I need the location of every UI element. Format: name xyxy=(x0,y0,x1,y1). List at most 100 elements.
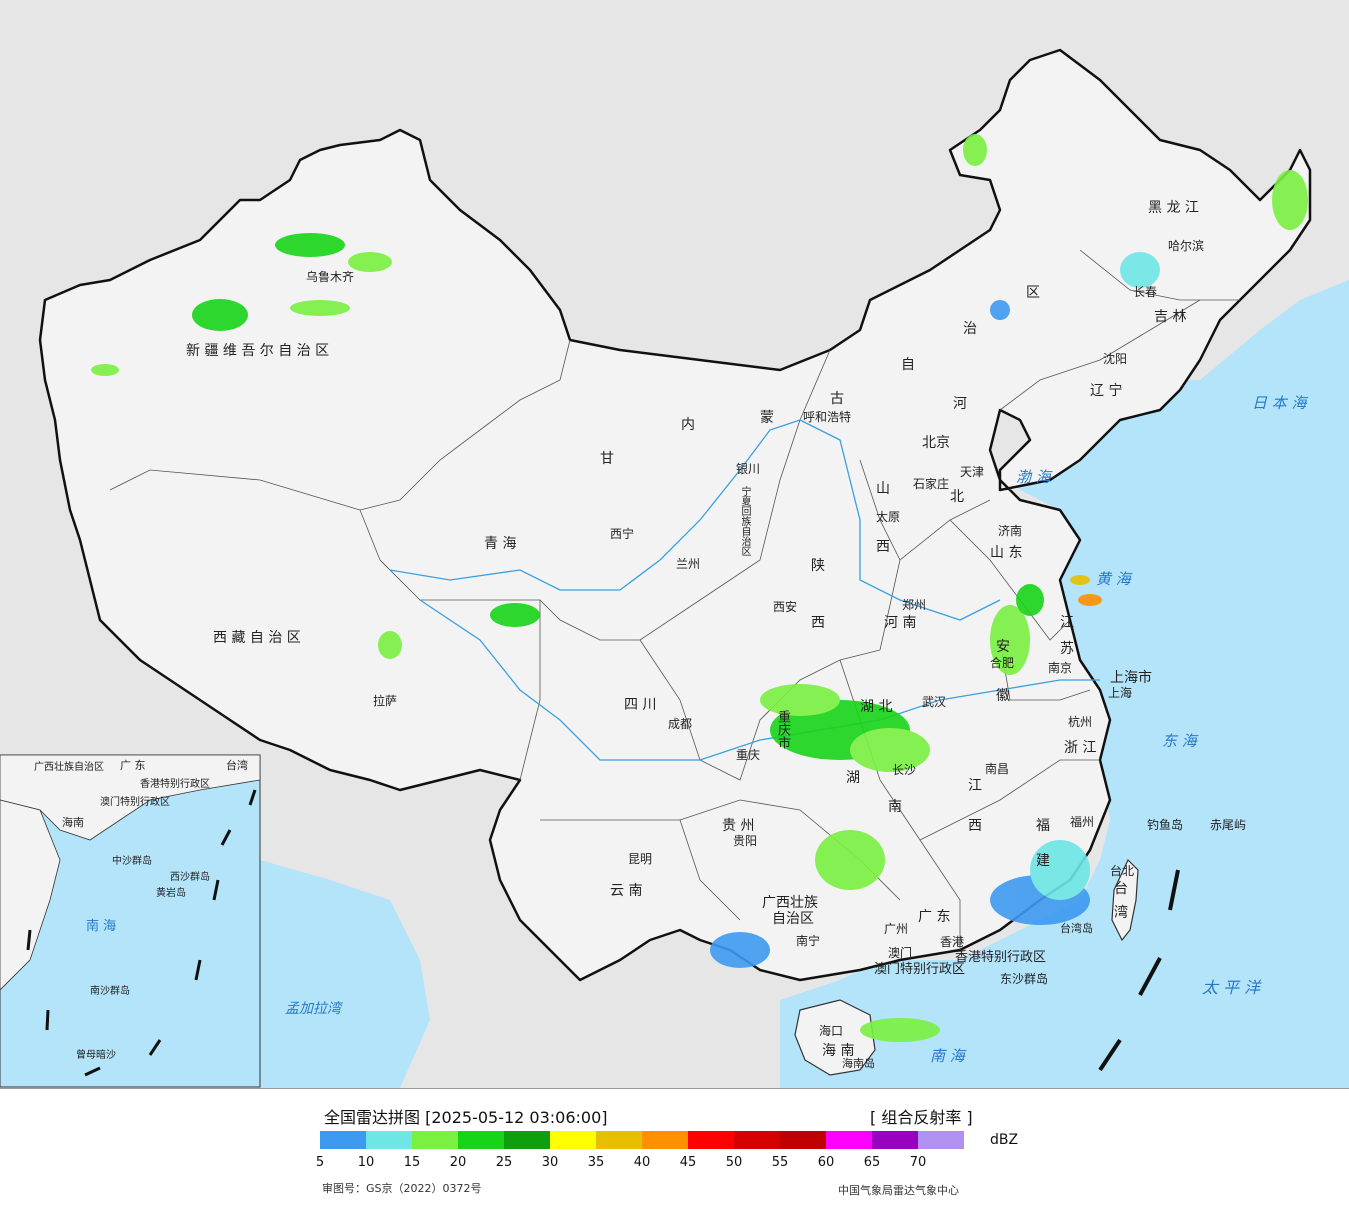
color-bar-tick: 65 xyxy=(863,1155,881,1170)
region-label-guangxi-1: 广西壮族 xyxy=(762,895,818,911)
city-label-jinan: 济南 xyxy=(998,524,1023,538)
region-label-taiwan-2: 湾 xyxy=(1114,905,1128,921)
radar-echoes xyxy=(50,134,1308,1042)
region-label-shaanxi-2: 西 xyxy=(811,615,825,631)
region-label-neimeng-3: 古 xyxy=(830,391,844,407)
nine-dash-line xyxy=(26,789,257,1077)
city-label-xining: 西宁 xyxy=(610,527,635,541)
region-label-liaoning: 辽 宁 xyxy=(1090,383,1123,399)
sea-label-bengal: 孟加拉湾 xyxy=(285,1001,341,1017)
city-label-guiyang: 贵阳 xyxy=(733,834,758,848)
color-bar-tick: 25 xyxy=(495,1155,513,1170)
city-label-hangzhou: 杭州 xyxy=(1068,715,1093,729)
region-label-gansu: 甘 xyxy=(600,451,614,467)
color-bar-segment xyxy=(596,1131,642,1149)
region-label-qinghai: 青 海 xyxy=(484,536,517,552)
region-label-neimeng-2: 蒙 xyxy=(760,410,774,426)
color-bar-tick: 5 xyxy=(315,1155,325,1170)
region-label-zhejiang: 浙 江 xyxy=(1064,740,1097,756)
region-label-jiangxi-1: 江 xyxy=(968,778,982,794)
inset-label-huangyan: 黄岩岛 xyxy=(156,888,186,899)
sea-label-japan: 日 本 海 xyxy=(1252,394,1307,412)
color-bar-segment xyxy=(412,1131,458,1149)
color-bar-segment xyxy=(872,1131,918,1149)
city-label-wuhan: 武汉 xyxy=(922,695,947,709)
color-bar-segment xyxy=(504,1131,550,1149)
region-label-jiangxi-2: 西 xyxy=(968,818,982,834)
island-label-diaoyu: 钓鱼岛 xyxy=(1147,818,1184,832)
region-label-guangdong: 广 东 xyxy=(918,909,951,925)
region-label-sichuan: 四 川 xyxy=(624,697,657,713)
region-label-hunan-1: 湖 xyxy=(846,770,860,786)
region-label-hk: 香港特别行政区 xyxy=(955,950,1047,965)
city-label-changchun: 长春 xyxy=(1133,285,1158,299)
color-bar-segment xyxy=(780,1131,826,1149)
region-label-xizang: 西 藏 自 治 区 xyxy=(213,630,301,646)
region-label-jiangsu-2: 苏 xyxy=(1060,641,1074,657)
region-label-xinjiang: 新 疆 维 吾 尔 自 治 区 xyxy=(186,343,330,359)
city-label-lhasa: 拉萨 xyxy=(373,694,398,708)
product-label: [ 组合反射率 ] xyxy=(870,1108,973,1127)
city-label-shanghai-city: 上海 xyxy=(1108,686,1133,700)
region-label-guizhou: 贵 州 xyxy=(722,818,755,834)
color-bar-segment xyxy=(688,1131,734,1149)
bay-of-bengal xyxy=(260,860,430,1088)
region-label-yunnan: 云 南 xyxy=(610,883,643,899)
region-label-shaanxi-1: 陕 xyxy=(811,558,825,574)
inset-label-macau: 澳门特别行政区 xyxy=(100,797,170,808)
city-label-hefei: 合肥 xyxy=(990,656,1015,670)
color-bar-segment xyxy=(366,1131,412,1149)
inset-label-zengmu: 曾母暗沙 xyxy=(76,1050,116,1061)
hainan-island xyxy=(794,999,876,1076)
color-bar-tick: 30 xyxy=(541,1155,559,1170)
inset-label-nansha: 南沙群岛 xyxy=(90,986,130,997)
color-bar-tick: 10 xyxy=(357,1155,375,1170)
inset-label-hainan: 海南 xyxy=(62,816,84,829)
region-label-ningxia: 宁夏回族自治区 xyxy=(739,486,750,556)
rivers xyxy=(389,419,1100,761)
city-label-hohhot: 呼和浩特 xyxy=(803,410,852,424)
city-label-kunming: 昆明 xyxy=(628,852,653,866)
island-label-taiwan: 台湾岛 xyxy=(1060,922,1093,935)
island-label-dongsha: 东沙群岛 xyxy=(1000,972,1049,986)
city-label-guangzhou: 广州 xyxy=(884,922,909,936)
city-label-tianjin: 天津 xyxy=(960,465,985,479)
city-label-shenyang: 沈阳 xyxy=(1103,352,1128,366)
unit-label: dBZ xyxy=(990,1132,1019,1148)
region-label-chongqing: 重庆市 xyxy=(775,710,790,749)
color-bar-tick: 20 xyxy=(449,1155,467,1170)
color-bar-tick: 15 xyxy=(403,1155,421,1170)
region-label-guangxi-2: 自治区 xyxy=(772,911,814,927)
city-label-shijiazhuang: 石家庄 xyxy=(913,477,950,491)
region-label-hebei-1: 河 xyxy=(953,396,967,412)
sea-label-east: 东 海 xyxy=(1162,732,1197,750)
region-label-neimeng-6: 区 xyxy=(1026,285,1040,301)
island-label-chiwei: 赤尾屿 xyxy=(1210,818,1247,832)
region-label-neimeng-4: 自 xyxy=(901,357,915,373)
sea-label-yellow: 黄 海 xyxy=(1096,570,1131,588)
city-label-harbin: 哈尔滨 xyxy=(1168,239,1205,253)
color-bar-tick: 45 xyxy=(679,1155,697,1170)
city-label-yinchuan: 银川 xyxy=(736,462,761,476)
city-label-chengdu: 成都 xyxy=(668,717,693,731)
color-bar-tick: 70 xyxy=(909,1155,927,1170)
sea-area xyxy=(780,280,1349,1088)
color-bar-ticks: 5 10 15 20 25 30 35 40 45 50 55 60 65 70 xyxy=(0,1155,1349,1173)
color-bar-tick: 35 xyxy=(587,1155,605,1170)
color-bar-segment xyxy=(458,1131,504,1149)
region-label-hubei: 湖 北 xyxy=(860,699,893,715)
inset-label-guangxi: 广西壮族自治区 xyxy=(34,762,104,773)
taiwan-island xyxy=(1111,858,1139,942)
city-label-fuzhou: 福州 xyxy=(1070,815,1095,829)
inset-label-taiwan: 台湾 xyxy=(226,759,248,772)
city-label-nanjing: 南京 xyxy=(1048,661,1073,675)
city-label-beijing: 北京 xyxy=(922,435,950,451)
color-bar-segment xyxy=(320,1131,366,1149)
region-label-henan: 河 南 xyxy=(884,615,917,631)
region-label-jilin: 吉 林 xyxy=(1154,309,1187,325)
inset-label-xisha: 西沙群岛 xyxy=(170,872,210,883)
region-label-shanghai: 上海市 xyxy=(1110,670,1152,686)
city-label-taipei: 台北 xyxy=(1110,864,1135,878)
color-bar-segment xyxy=(918,1131,964,1149)
color-bar xyxy=(320,1131,964,1149)
